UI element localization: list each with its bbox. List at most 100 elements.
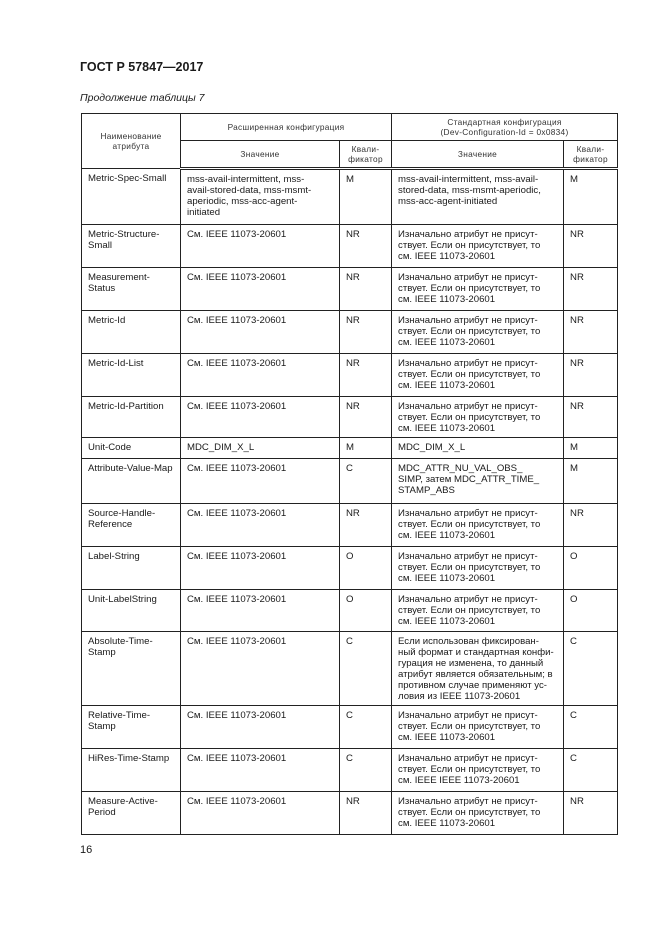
- table-row: Absolute-Time- Stamp См. IEEE 11073-20601…: [81, 631, 619, 706]
- table-row: Relative-Time- Stamp См. IEEE 11073-20601…: [81, 705, 619, 749]
- table-row: Unit-Code MDC_DIM_X_L M MDC_DIM_X_L M: [81, 437, 619, 459]
- table-row: Metric-Id-List См. IEEE 11073-20601 NR Изна…: [81, 353, 619, 397]
- cell-ext-value: MDC_DIM_X_L: [180, 437, 340, 459]
- cell-ext-value: mss-avail-intermittent, mss- avail-store…: [180, 168, 340, 225]
- header-attr-name: Наименование атрибута: [81, 113, 181, 169]
- cell-ext-qualifier: C: [338, 458, 393, 504]
- cell-ext-qualifier: M: [338, 168, 393, 225]
- cell-ext-qualifier: NR: [338, 791, 393, 835]
- cell-attr-name: Metric-Spec-Small: [81, 168, 181, 225]
- cell-std-value: Изначально атрибут не присут- ствует. Ес…: [391, 503, 565, 547]
- cell-attr-name: Unit-LabelString: [81, 589, 181, 632]
- cell-std-value: Если использован фиксирован- ный формат …: [391, 631, 565, 706]
- cell-std-qualifier: C: [563, 705, 619, 749]
- cell-attr-name: Measure-Active- Period: [81, 791, 181, 835]
- table-row: Label-String См. IEEE 11073-20601 O Изначал…: [81, 546, 619, 590]
- cell-std-qualifier: NR: [563, 791, 619, 835]
- cell-attr-name: Metric-Id-Partition: [81, 396, 181, 438]
- cell-ext-qualifier: C: [338, 705, 393, 749]
- cell-ext-value: См. IEEE 11073-20601: [180, 458, 340, 504]
- cell-std-value: Изначально атрибут не присут- ствует. Ес…: [391, 791, 565, 835]
- cell-ext-qualifier: NR: [338, 267, 393, 311]
- header-value: Значение: [180, 140, 340, 170]
- cell-std-qualifier: NR: [563, 353, 619, 397]
- cell-ext-value: См. IEEE 11073-20601: [180, 631, 340, 706]
- table-row: Metric-Spec-Small mss-avail-intermittent,…: [81, 168, 619, 225]
- header-value-standard: Значение: [391, 140, 565, 170]
- table-row: Metric-Id-Partition См. IEEE 11073-20601 N…: [81, 396, 619, 438]
- cell-std-value: MDC_DIM_X_L: [391, 437, 565, 459]
- cell-ext-qualifier: NR: [338, 224, 393, 268]
- table-row: Metric-Structure- Small См. IEEE 11073-20…: [81, 224, 619, 268]
- cell-ext-value: См. IEEE 11073-20601: [180, 589, 340, 632]
- cell-attr-name: HiRes-Time-Stamp: [81, 748, 181, 792]
- cell-ext-value: См. IEEE 11073-20601: [180, 310, 340, 354]
- cell-std-qualifier: C: [563, 748, 619, 792]
- table-row: Measure-Active- Period См. IEEE 11073-206…: [81, 791, 619, 835]
- cell-std-qualifier: NR: [563, 396, 619, 438]
- cell-std-qualifier: NR: [563, 310, 619, 354]
- table-row: HiRes-Time-Stamp См. IEEE 11073-20601 C Изн…: [81, 748, 619, 792]
- cell-attr-name: Metric-Structure- Small: [81, 224, 181, 268]
- table-caption: Продолжение таблицы 7: [80, 92, 205, 104]
- cell-ext-value: См. IEEE 11073-20601: [180, 546, 340, 590]
- cell-attr-name: Unit-Code: [81, 437, 181, 459]
- header-extended-config: Расширенная конфигурация: [179, 113, 393, 141]
- cell-ext-value: См. IEEE 11073-20601: [180, 396, 340, 438]
- table-row: Unit-LabelString См. IEEE 11073-20601 O Изн…: [81, 589, 619, 632]
- cell-std-value: MDC_ATTR_NU_VAL_OBS_ SIMP, затем MDC_ATT…: [391, 458, 565, 504]
- cell-std-qualifier: NR: [563, 267, 619, 311]
- cell-ext-value: См. IEEE 11073-20601: [180, 353, 340, 397]
- cell-ext-qualifier: NR: [338, 503, 393, 547]
- cell-attr-name: Attribute-Value-Map: [81, 458, 181, 504]
- cell-ext-value: См. IEEE 11073-20601: [180, 224, 340, 268]
- cell-std-value: Изначально атрибут не присут- ствует. Ес…: [391, 748, 565, 792]
- header-qualifier: Квали- фикатор: [338, 140, 393, 170]
- table-row: Metric-Id См. IEEE 11073-20601 NR Изначальн…: [81, 310, 619, 354]
- cell-std-qualifier: C: [563, 631, 619, 706]
- table-row: Attribute-Value-Map См. IEEE 11073-20601 C…: [81, 458, 619, 504]
- header-qualifier-standard: Квали- фикатор: [563, 140, 619, 170]
- cell-std-qualifier: O: [563, 546, 619, 590]
- cell-ext-qualifier: O: [338, 589, 393, 632]
- cell-ext-qualifier: NR: [338, 310, 393, 354]
- cell-std-qualifier: O: [563, 589, 619, 632]
- cell-ext-qualifier: NR: [338, 353, 393, 397]
- cell-std-value: Изначально атрибут не присут- ствует. Ес…: [391, 353, 565, 397]
- cell-std-value: Изначально атрибут не присут- ствует. Ес…: [391, 546, 565, 590]
- cell-attr-name: Relative-Time- Stamp: [81, 705, 181, 749]
- page-number: 16: [80, 844, 93, 856]
- cell-ext-value: См. IEEE 11073-20601: [180, 267, 340, 311]
- cell-std-value: mss-avail-intermittent, mss-avail- store…: [391, 168, 565, 225]
- document-code: ГОСТ Р 57847—2017: [80, 60, 204, 74]
- header-standard-config: Стандартная конфигурация (Dev-Configurat…: [391, 113, 619, 141]
- cell-std-qualifier: M: [563, 458, 619, 504]
- table-body: Metric-Spec-Small mss-avail-intermittent,…: [81, 168, 619, 835]
- cell-std-value: Изначально атрибут не присут- ствует. Ес…: [391, 267, 565, 311]
- cell-ext-value: См. IEEE 11073-20601: [180, 705, 340, 749]
- attributes-table: Наименование атрибута Расширенная конфиг…: [81, 113, 619, 835]
- cell-ext-qualifier: C: [338, 748, 393, 792]
- cell-attr-name: Label-String: [81, 546, 181, 590]
- cell-std-value: Изначально атрибут не присут- ствует. Ес…: [391, 589, 565, 632]
- cell-std-qualifier: NR: [563, 503, 619, 547]
- cell-attr-name: Metric-Id-List: [81, 353, 181, 397]
- cell-std-qualifier: M: [563, 168, 619, 225]
- table-row: Source-Handle- Reference См. IEEE 11073-2…: [81, 503, 619, 547]
- cell-std-qualifier: NR: [563, 224, 619, 268]
- cell-std-value: Изначально атрибут не присут- ствует. Ес…: [391, 396, 565, 438]
- cell-std-value: Изначально атрибут не присут- ствует. Ес…: [391, 705, 565, 749]
- cell-std-qualifier: M: [563, 437, 619, 459]
- table-row: Measurement- Status См. IEEE 11073-20601 N…: [81, 267, 619, 311]
- cell-attr-name: Metric-Id: [81, 310, 181, 354]
- cell-std-value: Изначально атрибут не присут- ствует. Ес…: [391, 310, 565, 354]
- cell-attr-name: Source-Handle- Reference: [81, 503, 181, 547]
- cell-ext-value: См. IEEE 11073-20601: [180, 791, 340, 835]
- cell-ext-qualifier: M: [338, 437, 393, 459]
- cell-attr-name: Measurement- Status: [81, 267, 181, 311]
- cell-ext-qualifier: O: [338, 546, 393, 590]
- cell-ext-qualifier: NR: [338, 396, 393, 438]
- cell-attr-name: Absolute-Time- Stamp: [81, 631, 181, 706]
- cell-ext-qualifier: C: [338, 631, 393, 706]
- cell-std-value: Изначально атрибут не присут- ствует. Ес…: [391, 224, 565, 268]
